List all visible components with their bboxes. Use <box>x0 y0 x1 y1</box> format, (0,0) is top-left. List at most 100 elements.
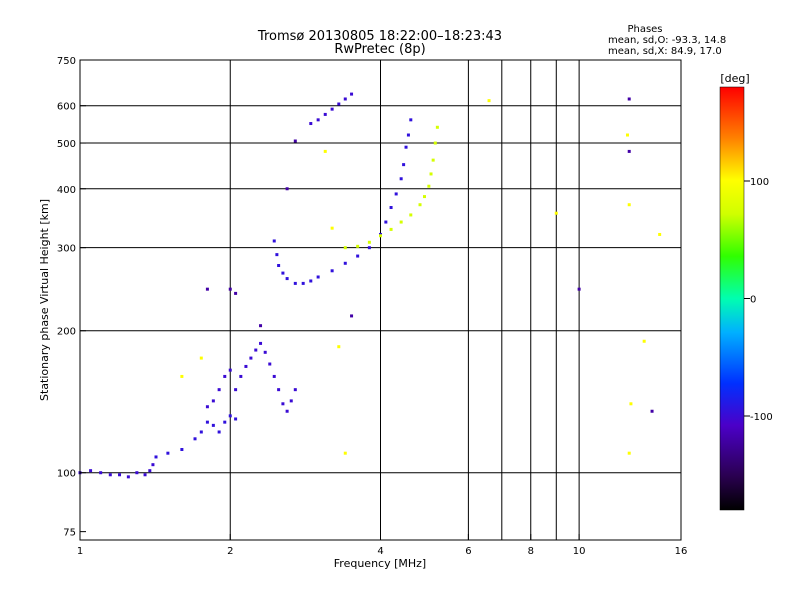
data-point <box>193 437 197 441</box>
x-tick-label: 2 <box>227 546 233 557</box>
data-point <box>277 264 281 268</box>
data-point <box>323 149 327 153</box>
y-tick-label: 500 <box>57 139 76 150</box>
data-point <box>379 234 382 238</box>
data-point <box>228 414 232 418</box>
data-point <box>148 469 152 473</box>
data-point <box>285 277 289 281</box>
data-point <box>211 399 215 403</box>
data-point <box>433 141 437 145</box>
legend-line-o: mean, sd,O: -93.3, 14.8 <box>608 35 726 46</box>
colorbar-tick-label: 100 <box>750 177 769 188</box>
data-point <box>394 192 398 196</box>
data-point <box>228 287 232 291</box>
data-point <box>166 451 170 455</box>
x-tick-label: 1 <box>77 546 83 557</box>
data-point <box>135 471 139 475</box>
data-point <box>316 118 320 122</box>
data-point <box>223 420 227 424</box>
x-tick-label: 6 <box>465 546 471 557</box>
data-point <box>281 271 285 275</box>
data-point <box>350 92 354 96</box>
data-point <box>118 473 122 477</box>
data-point <box>234 291 238 295</box>
data-point <box>289 399 293 403</box>
data-point <box>409 118 413 122</box>
data-point <box>316 275 320 279</box>
data-point <box>330 226 334 230</box>
data-point <box>627 203 631 207</box>
data-point <box>399 177 403 181</box>
data-point <box>99 471 103 475</box>
data-point <box>272 239 276 243</box>
data-point <box>268 362 272 366</box>
data-point <box>356 254 360 258</box>
x-axis-label: Frequency [MHz] <box>334 557 426 570</box>
x-tick-label: 8 <box>528 546 534 557</box>
data-point <box>293 388 297 392</box>
data-point <box>205 420 209 424</box>
data-point <box>151 463 155 467</box>
data-point <box>180 374 184 378</box>
colorbar-ticks: -100 0 100 <box>744 177 773 423</box>
data-point <box>389 206 393 210</box>
data-point <box>285 187 289 191</box>
y-tick-label: 300 <box>57 244 76 255</box>
data-point <box>281 402 285 406</box>
data-point <box>627 97 631 101</box>
data-point <box>275 253 279 257</box>
data-point <box>199 430 203 434</box>
data-point <box>244 364 248 368</box>
data-point <box>263 350 267 354</box>
data-point <box>205 287 209 291</box>
data-point <box>234 417 238 421</box>
data-point <box>223 374 227 378</box>
x-tick-label: 10 <box>573 546 586 557</box>
data-point <box>627 451 631 455</box>
colorbar <box>719 86 745 511</box>
legend-title: Phases <box>627 24 662 35</box>
data-point <box>404 145 408 149</box>
data-point <box>487 99 491 103</box>
data-point <box>228 368 232 372</box>
data-point <box>343 451 347 455</box>
data-point <box>409 213 413 217</box>
data-point <box>309 279 313 283</box>
data-point <box>272 374 276 378</box>
data-point <box>154 455 158 459</box>
data-point <box>402 163 406 167</box>
data-point <box>259 324 263 328</box>
data-point <box>293 139 297 143</box>
data-point <box>239 374 243 378</box>
data-point <box>259 341 263 345</box>
data-point <box>234 388 238 392</box>
data-point <box>277 388 281 392</box>
data-point <box>389 227 393 231</box>
y-tick-label: 600 <box>57 102 76 113</box>
data-point <box>211 423 215 427</box>
data-points <box>78 92 662 479</box>
data-point <box>180 447 184 451</box>
grid-lines <box>80 60 681 540</box>
data-point <box>143 473 147 477</box>
chart-title: Tromsø 20130805 18:22:00–18:23:43 <box>257 29 502 44</box>
y-tick-label: 400 <box>57 185 76 196</box>
data-point <box>337 102 341 106</box>
y-tick-label: 200 <box>57 327 76 338</box>
data-point <box>422 195 426 199</box>
data-point <box>367 246 371 250</box>
data-point <box>309 122 313 126</box>
data-point <box>629 402 633 406</box>
data-point <box>625 133 629 137</box>
data-point <box>350 314 354 318</box>
data-point <box>254 348 258 352</box>
data-point <box>330 269 334 273</box>
data-point <box>650 409 654 413</box>
data-point <box>301 281 305 285</box>
x-tick-label: 16 <box>675 546 688 557</box>
data-point <box>249 356 253 360</box>
data-point <box>642 339 646 343</box>
data-point <box>108 473 112 477</box>
chart-subtitle: RwPretec (8p) <box>334 42 425 57</box>
y-tick-label: 750 <box>57 56 76 67</box>
